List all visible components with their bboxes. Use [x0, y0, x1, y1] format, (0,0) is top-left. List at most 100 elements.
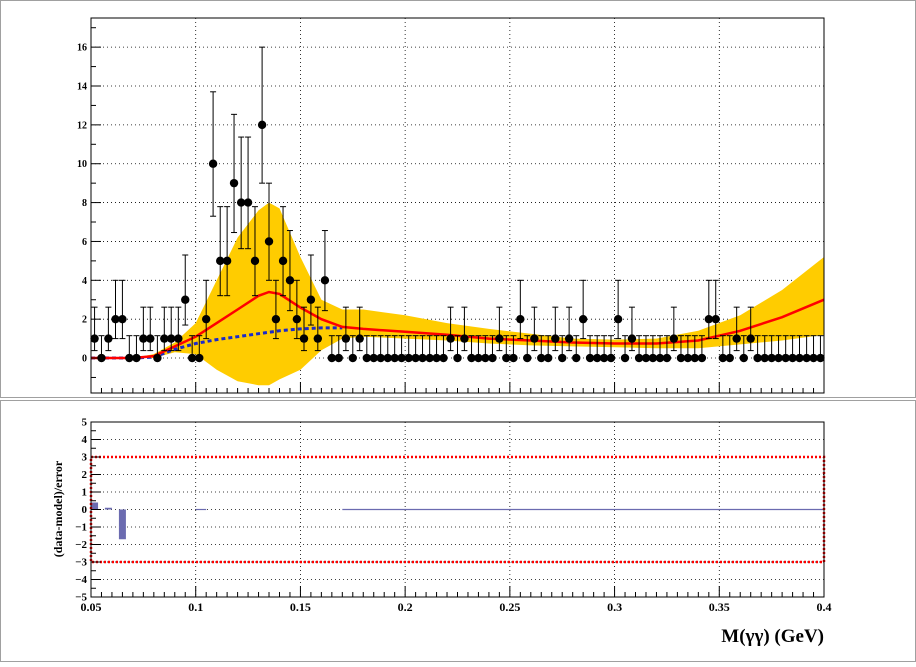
- top-y-tick-label: 12: [77, 120, 87, 131]
- data-point: [495, 334, 504, 343]
- data-point: [488, 353, 497, 363]
- data-point: [788, 353, 797, 363]
- data-point: [397, 353, 406, 363]
- data-point: [760, 353, 769, 363]
- data-point: [543, 353, 553, 363]
- data-point: [327, 353, 337, 363]
- bottom-x-tick-label: 0.05: [81, 600, 102, 614]
- data-point: [718, 353, 728, 363]
- data-point: [516, 314, 525, 324]
- data-point: [118, 314, 127, 324]
- data-point: [648, 353, 658, 363]
- top-y-tick-label: 2: [82, 315, 87, 326]
- bottom-x-tick-label: 0.3: [607, 600, 622, 614]
- top-y-tick-label: 16: [77, 43, 87, 54]
- data-point: [530, 334, 539, 343]
- data-point: [418, 353, 427, 363]
- data-point: [278, 256, 288, 266]
- bottom-x-tick-label: 0.1: [188, 600, 203, 614]
- bottom-x-tick-label: 0.2: [398, 600, 413, 614]
- data-point: [655, 353, 665, 363]
- bottom-y-tick-label: 4: [82, 434, 88, 446]
- data-point: [355, 334, 364, 343]
- data-point: [732, 334, 741, 343]
- data-point: [411, 353, 420, 363]
- data-point: [564, 334, 574, 343]
- data-point: [201, 314, 211, 324]
- data-point: [167, 334, 176, 343]
- bottom-x-tick-label: 0.35: [709, 600, 730, 614]
- data-point: [404, 353, 413, 363]
- data-point: [146, 334, 155, 343]
- data-point: [509, 353, 518, 363]
- data-point: [362, 353, 372, 363]
- data-point: [816, 353, 825, 363]
- data-point: [160, 334, 169, 343]
- data-point: [711, 314, 720, 324]
- data-point: [572, 353, 581, 363]
- data-point: [774, 353, 783, 363]
- data-point: [453, 353, 462, 363]
- x-axis-label: M(γγ) (GeV): [721, 626, 824, 647]
- data-point: [467, 353, 476, 363]
- data-point: [236, 198, 246, 207]
- bottom-y-tick-label: −2: [75, 539, 87, 551]
- data-point: [208, 159, 218, 168]
- data-point: [229, 178, 239, 188]
- data-point: [446, 334, 455, 343]
- data-point: [104, 334, 113, 343]
- pull-bar: [104, 507, 112, 510]
- data-point: [641, 353, 651, 363]
- data-point: [481, 353, 490, 363]
- data-point: [313, 334, 323, 343]
- data-point: [348, 353, 357, 363]
- data-point: [697, 353, 707, 363]
- top-y-tick-label: 8: [82, 198, 87, 209]
- data-point: [97, 353, 106, 363]
- data-point: [257, 120, 267, 130]
- data-point: [746, 334, 755, 343]
- data-point: [523, 353, 532, 363]
- data-point: [383, 353, 392, 363]
- data-point: [460, 334, 469, 343]
- data-point: [432, 353, 441, 363]
- pull-bar: [118, 509, 126, 540]
- data-point: [662, 353, 672, 363]
- data-point: [341, 334, 351, 343]
- data-point: [153, 353, 162, 363]
- data-point: [376, 353, 385, 363]
- data-point: [606, 353, 616, 363]
- data-point: [558, 353, 567, 363]
- top-y-tick-label: 10: [77, 159, 87, 170]
- data-point: [599, 353, 609, 363]
- data-point: [299, 334, 309, 343]
- data-point: [111, 314, 120, 324]
- pull-bar: [91, 502, 99, 510]
- bottom-y-tick-label: 5: [82, 417, 88, 429]
- data-point: [425, 353, 434, 363]
- data-point: [704, 314, 714, 324]
- data-point: [502, 353, 511, 363]
- top-panel: 0 2 4 6 8 10 12 14 16: [77, 17, 825, 394]
- bottom-y-tick-label: −5: [75, 592, 87, 604]
- top-y-tick-label: 4: [82, 276, 87, 287]
- data-point: [739, 353, 748, 363]
- top-y-tick-label: 14: [77, 82, 87, 93]
- data-point: [585, 353, 595, 363]
- bottom-y-tick-label: 0: [82, 504, 88, 516]
- data-point: [578, 314, 588, 324]
- data-point: [292, 314, 302, 324]
- data-point: [767, 353, 776, 363]
- data-point: [634, 353, 644, 363]
- data-point: [781, 353, 790, 363]
- data-point: [285, 276, 295, 285]
- data-point: [306, 295, 316, 304]
- data-point: [264, 237, 274, 246]
- bottom-y-tick-label: 2: [82, 469, 88, 481]
- data-point: [271, 314, 281, 324]
- data-point: [809, 353, 818, 363]
- data-point: [250, 256, 260, 266]
- data-point: [620, 353, 630, 363]
